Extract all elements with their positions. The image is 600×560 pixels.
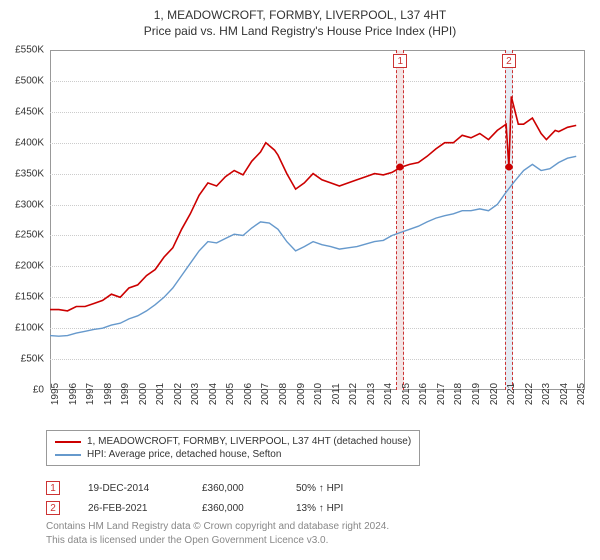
legend-label: 1, MEADOWCROFT, FORMBY, LIVERPOOL, L37 4… [87, 436, 411, 447]
legend-swatch [55, 441, 81, 443]
y-tick-label: £250K [15, 230, 44, 241]
x-tick-label: 2021 [506, 383, 517, 405]
footer-line2: This data is licensed under the Open Gov… [46, 534, 389, 548]
x-tick-label: 2006 [243, 383, 254, 405]
x-tick-label: 2022 [524, 383, 535, 405]
y-tick-label: £300K [15, 199, 44, 210]
x-tick-label: 2011 [331, 383, 342, 405]
event-marker-number: 2 [502, 54, 516, 68]
y-tick-label: £50K [21, 354, 44, 365]
event-date: 19-DEC-2014 [88, 483, 174, 494]
y-tick-label: £450K [15, 106, 44, 117]
event-row: 1 19-DEC-2014 £360,000 50% ↑ HPI [46, 478, 386, 498]
y-tick-label: £350K [15, 168, 44, 179]
x-tick-label: 1998 [103, 383, 114, 405]
chart-container: 1, MEADOWCROFT, FORMBY, LIVERPOOL, L37 4… [0, 0, 600, 560]
x-tick-label: 2008 [278, 383, 289, 405]
y-tick-label: £400K [15, 137, 44, 148]
event-number: 1 [46, 481, 60, 495]
y-tick-label: £550K [15, 45, 44, 56]
x-tick-label: 2007 [260, 383, 271, 405]
event-number: 2 [46, 501, 60, 515]
legend-item: 1, MEADOWCROFT, FORMBY, LIVERPOOL, L37 4… [55, 435, 411, 448]
x-tick-label: 1997 [85, 383, 96, 405]
x-tick-label: 2004 [208, 383, 219, 405]
y-tick-label: £200K [15, 261, 44, 272]
legend: 1, MEADOWCROFT, FORMBY, LIVERPOOL, L37 4… [46, 430, 420, 466]
x-tick-label: 2013 [366, 383, 377, 405]
x-tick-label: 2005 [225, 383, 236, 405]
event-date: 26-FEB-2021 [88, 503, 174, 514]
chart-area: 12 £0£50K£100K£150K£200K£250K£300K£350K£… [50, 50, 585, 390]
x-tick-label: 2019 [471, 383, 482, 405]
y-tick-label: £0 [33, 385, 44, 396]
y-tick-label: £150K [15, 292, 44, 303]
sale-point [505, 164, 512, 171]
x-tick-label: 2016 [418, 383, 429, 405]
footer-line1: Contains HM Land Registry data © Crown c… [46, 520, 389, 534]
x-tick-label: 2014 [383, 383, 394, 405]
x-tick-label: 2009 [296, 383, 307, 405]
title-address: 1, MEADOWCROFT, FORMBY, LIVERPOOL, L37 4… [0, 8, 600, 22]
x-tick-label: 2025 [576, 383, 587, 405]
x-tick-label: 2017 [436, 383, 447, 405]
event-price: £360,000 [202, 503, 268, 514]
x-tick-label: 1996 [68, 383, 79, 405]
x-tick-label: 2000 [138, 383, 149, 405]
x-tick-label: 2002 [173, 383, 184, 405]
event-price: £360,000 [202, 483, 268, 494]
x-tick-label: 2023 [541, 383, 552, 405]
title-block: 1, MEADOWCROFT, FORMBY, LIVERPOOL, L37 4… [0, 0, 600, 38]
title-subtitle: Price paid vs. HM Land Registry's House … [0, 24, 600, 38]
line-series [50, 50, 585, 390]
legend-item: HPI: Average price, detached house, Seft… [55, 448, 411, 461]
footer-attribution: Contains HM Land Registry data © Crown c… [46, 520, 389, 547]
x-tick-label: 2020 [489, 383, 500, 405]
y-tick-label: £100K [15, 323, 44, 334]
event-pct: 50% ↑ HPI [296, 483, 386, 494]
x-tick-label: 1995 [50, 383, 61, 405]
x-tick-label: 2003 [190, 383, 201, 405]
x-tick-label: 2012 [348, 383, 359, 405]
series-hpi [50, 156, 576, 336]
legend-swatch [55, 454, 81, 456]
x-tick-label: 2018 [453, 383, 464, 405]
x-tick-label: 2015 [401, 383, 412, 405]
x-tick-label: 2024 [559, 383, 570, 405]
y-tick-label: £500K [15, 75, 44, 86]
legend-label: HPI: Average price, detached house, Seft… [87, 449, 281, 460]
event-pct: 13% ↑ HPI [296, 503, 386, 514]
event-marker-number: 1 [393, 54, 407, 68]
sale-point [397, 164, 404, 171]
event-row: 2 26-FEB-2021 £360,000 13% ↑ HPI [46, 498, 386, 518]
x-tick-label: 2010 [313, 383, 324, 405]
x-tick-label: 2001 [155, 383, 166, 405]
x-tick-label: 1999 [120, 383, 131, 405]
sale-events: 1 19-DEC-2014 £360,000 50% ↑ HPI 2 26-FEB-202… [46, 478, 386, 518]
